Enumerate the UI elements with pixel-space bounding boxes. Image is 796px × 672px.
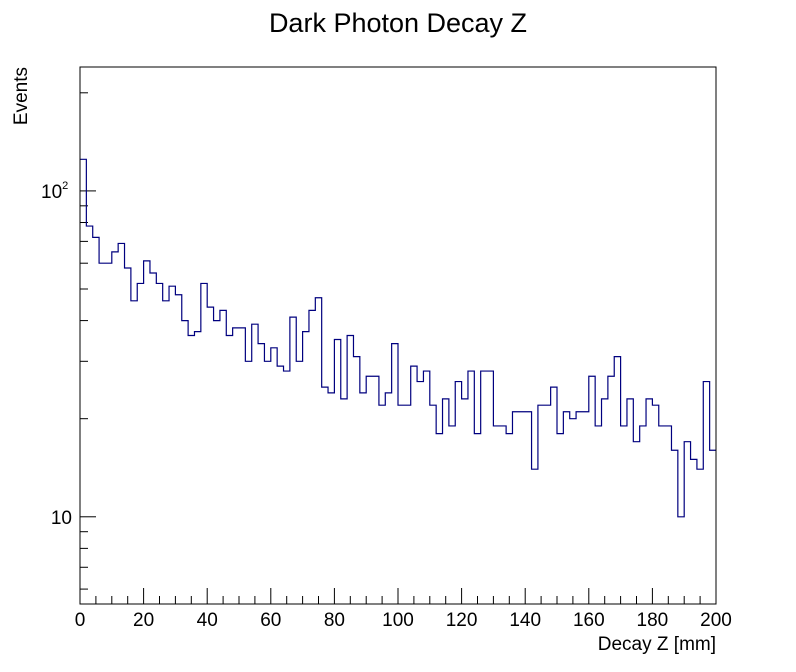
axis-ticks	[79, 92, 717, 604]
chart-title: Dark Photon Decay Z	[269, 8, 527, 38]
x-tick-label: 80	[324, 610, 345, 631]
x-axis-label: Decay Z [mm]	[598, 634, 716, 655]
y-tick-label: 10	[51, 508, 72, 529]
histogram-series	[80, 158, 716, 518]
y-tick-label: 102	[41, 180, 68, 203]
x-tick-label: 100	[382, 610, 414, 631]
x-tick-label: 40	[197, 610, 218, 631]
x-tick-label: 200	[700, 610, 732, 631]
y-axis-label: Events	[11, 67, 32, 125]
x-tick-label: 180	[637, 610, 669, 631]
x-tick-label: 60	[260, 610, 281, 631]
x-tick-label: 0	[75, 610, 86, 631]
axis-tick-labels: 0 20 40 60 80 100 120 140 160 180 200 10 102	[41, 180, 732, 631]
x-tick-label: 140	[509, 610, 541, 631]
x-tick-label: 20	[133, 610, 154, 631]
plot-frame	[79, 66, 717, 605]
x-tick-label: 120	[446, 610, 478, 631]
x-tick-label: 160	[573, 610, 605, 631]
